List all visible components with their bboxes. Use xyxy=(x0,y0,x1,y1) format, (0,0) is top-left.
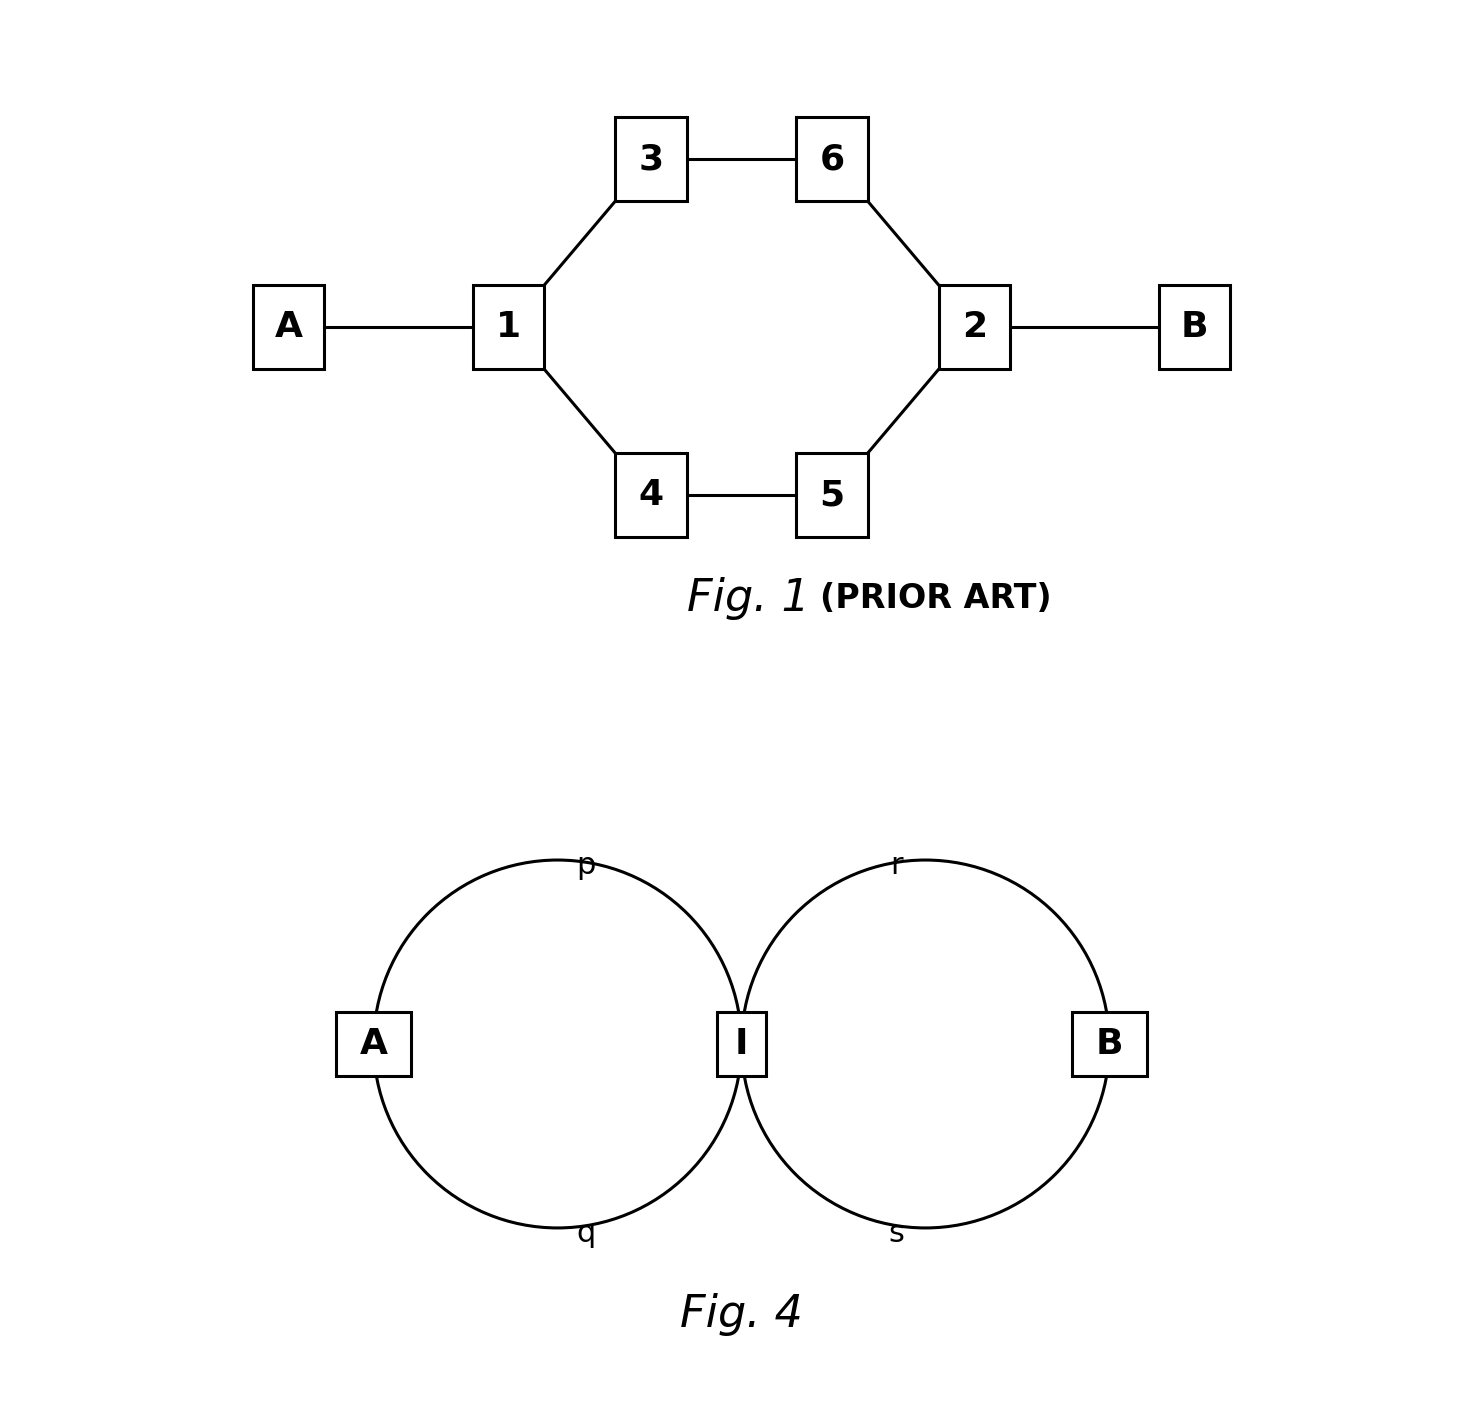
FancyBboxPatch shape xyxy=(796,116,868,202)
Text: (PRIOR ART): (PRIOR ART) xyxy=(820,582,1051,615)
Text: r: r xyxy=(890,851,903,880)
FancyBboxPatch shape xyxy=(473,285,544,369)
FancyBboxPatch shape xyxy=(939,285,1010,369)
FancyBboxPatch shape xyxy=(615,453,687,537)
Text: 2: 2 xyxy=(962,310,986,344)
FancyBboxPatch shape xyxy=(796,453,868,537)
Text: 6: 6 xyxy=(820,142,845,176)
Text: q: q xyxy=(577,1220,596,1248)
Text: 4: 4 xyxy=(638,479,663,513)
Text: A: A xyxy=(359,1027,387,1061)
FancyBboxPatch shape xyxy=(1072,1012,1146,1075)
Text: B: B xyxy=(1180,310,1209,344)
Text: 3: 3 xyxy=(638,142,663,176)
Text: s: s xyxy=(888,1220,905,1248)
Text: Fig. 4: Fig. 4 xyxy=(681,1292,802,1336)
FancyBboxPatch shape xyxy=(337,1012,411,1075)
FancyBboxPatch shape xyxy=(718,1012,765,1075)
Text: Fig. 1: Fig. 1 xyxy=(687,578,810,621)
Text: A: A xyxy=(274,310,303,344)
Text: 5: 5 xyxy=(820,479,845,513)
Text: 1: 1 xyxy=(497,310,521,344)
Text: I: I xyxy=(734,1027,749,1061)
FancyBboxPatch shape xyxy=(254,285,325,369)
Text: B: B xyxy=(1096,1027,1123,1061)
FancyBboxPatch shape xyxy=(615,116,687,202)
FancyBboxPatch shape xyxy=(1158,285,1229,369)
Text: p: p xyxy=(577,851,596,880)
